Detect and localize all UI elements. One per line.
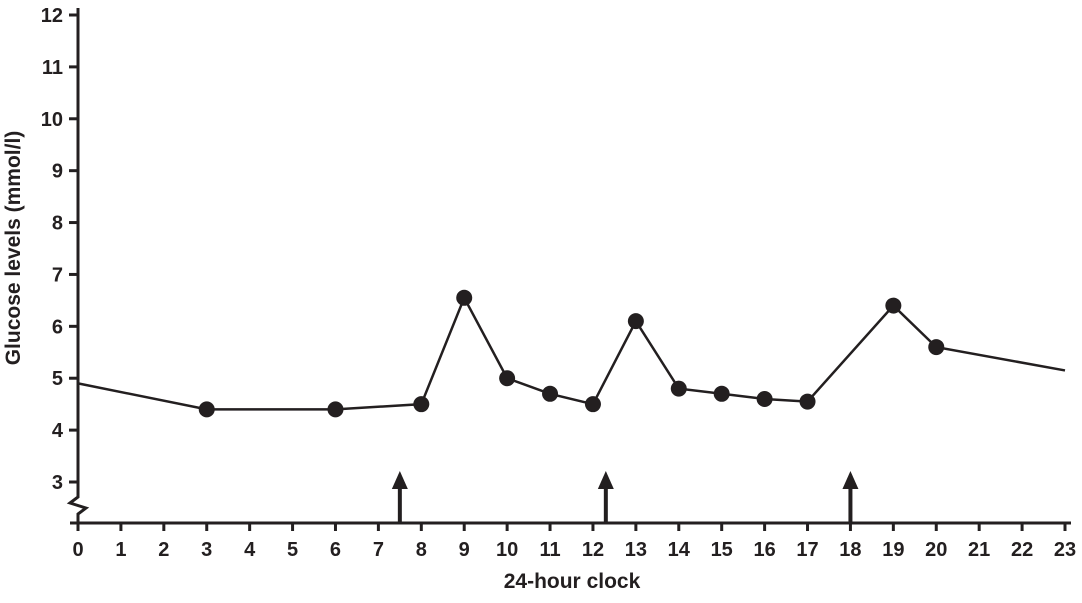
data-point-marker (456, 289, 473, 306)
y-tick-label: 3 (52, 472, 63, 494)
x-tick-label: 16 (753, 539, 775, 561)
glucose-line (77, 294, 1066, 411)
x-axis-label: 24-hour clock (503, 570, 641, 593)
data-point-marker (713, 385, 730, 402)
data-point-marker (542, 385, 559, 402)
y-tick-label: 9 (52, 161, 63, 183)
data-point-marker (413, 396, 430, 413)
x-tick-label: 11 (539, 539, 560, 561)
y-tick-label: 7 (52, 264, 63, 286)
meal-arrow-head (597, 471, 614, 489)
data-point-marker (627, 313, 644, 330)
y-tick-label: 11 (42, 57, 63, 79)
x-tick-label: 20 (925, 539, 947, 561)
y-axis (66, 8, 90, 523)
y-tick-label: 8 (52, 213, 63, 235)
y-tick-label: 4 (52, 420, 64, 442)
data-point-marker (799, 393, 816, 410)
x-tick-label: 15 (711, 539, 733, 561)
x-tick-label: 4 (244, 539, 256, 561)
meal-arrow-head (842, 471, 859, 489)
x-tick-label: 2 (158, 539, 169, 561)
x-tick-label: 7 (373, 539, 384, 561)
data-point-marker (928, 339, 945, 356)
meal-arrow-head (391, 471, 408, 489)
x-tick-label: 6 (330, 539, 341, 561)
y-tick-label: 10 (41, 109, 63, 131)
y-tick-label: 6 (52, 316, 63, 338)
x-tick-label: 21 (968, 539, 990, 561)
x-tick-label: 18 (839, 539, 861, 561)
x-tick-label: 0 (72, 539, 83, 561)
x-tick-label: 19 (882, 539, 904, 561)
data-point-marker (885, 297, 902, 314)
y-axis-label: Glucose levels (mmol/l) (2, 130, 25, 366)
x-tick-label: 17 (796, 539, 818, 561)
data-point-marker (670, 380, 687, 397)
x-tick-label: 1 (115, 539, 126, 561)
x-tick-label: 8 (416, 539, 427, 561)
data-point-marker (756, 390, 773, 407)
x-tick-label: 13 (625, 539, 647, 561)
x-tick-label: 22 (1011, 539, 1033, 561)
y-tick-label: 12 (41, 5, 63, 27)
x-tick-label: 10 (496, 539, 518, 561)
data-point-marker (198, 401, 215, 418)
data-point-marker (327, 401, 344, 418)
data-point-marker (584, 396, 601, 413)
x-tick-label: 3 (201, 539, 212, 561)
data-point-marker (499, 370, 516, 387)
x-tick-label: 12 (582, 539, 604, 561)
x-tick-label: 9 (459, 539, 470, 561)
x-tick-label: 23 (1054, 539, 1076, 561)
x-tick-label: 5 (287, 539, 298, 561)
y-tick-label: 5 (52, 368, 63, 390)
x-tick-label: 14 (668, 539, 691, 561)
